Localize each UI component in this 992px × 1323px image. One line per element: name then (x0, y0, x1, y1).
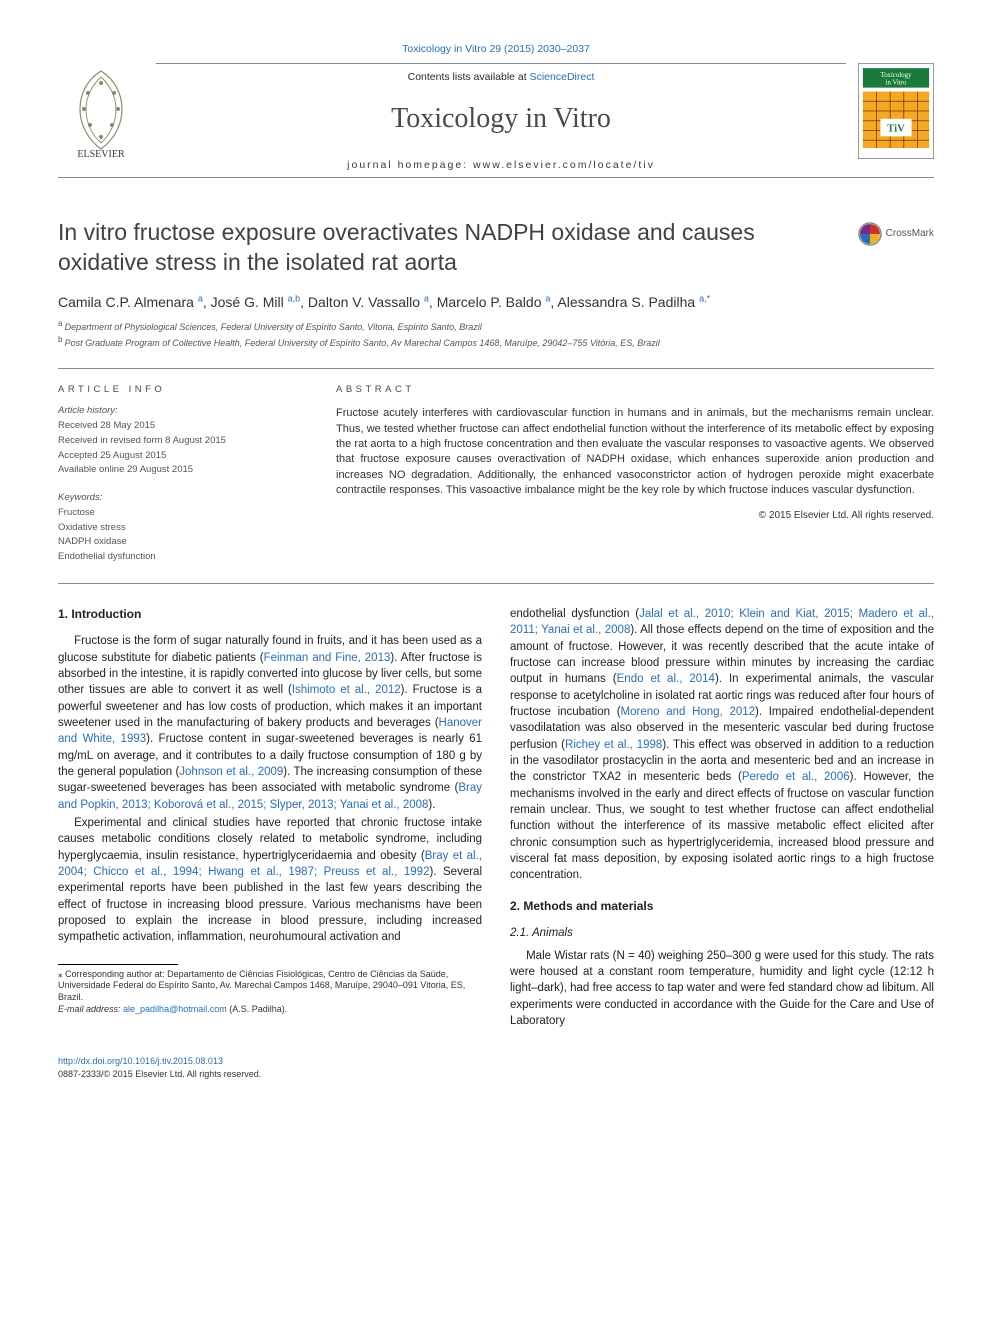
email-footnote: E-mail address: ale_padilha@hotmail.com … (58, 1004, 482, 1016)
citation-link[interactable]: Feinman and Fine, 2013 (264, 652, 391, 664)
sciencedirect-link[interactable]: ScienceDirect (530, 71, 595, 83)
email-link[interactable]: ale_padilha@hotmail.com (123, 1004, 227, 1014)
elsevier-logo: ELSEVIER (58, 63, 144, 159)
affiliations: a Department of Physiological Sciences, … (58, 318, 934, 349)
intro-para-2-continued: endothelial dysfunction (Jalal et al., 2… (510, 606, 934, 884)
journal-header: ELSEVIER Contents lists available at Sci… (58, 63, 934, 178)
citation-link[interactable]: Johnson et al., 2009 (179, 766, 283, 778)
corresponding-footnote: ⁎ Corresponding author at: Departamento … (58, 969, 482, 1004)
cover-abbrev: TiV (887, 123, 905, 135)
methods-heading: 2. Methods and materials (510, 898, 934, 915)
svg-text:ELSEVIER: ELSEVIER (77, 149, 125, 159)
author: Marcelo P. Baldo a (437, 294, 551, 310)
history-line: Received 28 May 2015 (58, 419, 310, 433)
cover-title-1: Toxicology (881, 72, 912, 79)
abstract-text: Fructose acutely interferes with cardiov… (336, 406, 934, 498)
author-affil-sup: a (198, 293, 203, 303)
text-run: Experimental and clinical studies have r… (58, 817, 482, 862)
abstract-block: abstract Fructose acutely interferes wit… (336, 383, 934, 565)
column-left: 1. Introduction Fructose is the form of … (58, 606, 482, 1031)
homepage-url[interactable]: www.elsevier.com/locate/tiv (473, 159, 655, 171)
issn-copyright: 0887-2333/© 2015 Elsevier Ltd. All right… (58, 1069, 261, 1079)
author-affil-sup: a (545, 293, 550, 303)
intro-para-2: Experimental and clinical studies have r… (58, 815, 482, 946)
article-title: In vitro fructose exposure overactivates… (58, 218, 768, 278)
email-person: (A.S. Padilha). (227, 1004, 288, 1014)
history-line: Accepted 25 August 2015 (58, 449, 310, 463)
keywords-heading: Keywords: (58, 491, 310, 505)
affiliation-line: b Post Graduate Program of Collective He… (58, 334, 934, 350)
keyword: NADPH oxidase (58, 535, 310, 549)
author-affil-sup: a,b (288, 293, 301, 303)
author-affil-sup: a, (699, 293, 707, 303)
corresponding-star: * (707, 293, 711, 303)
email-label: E-mail address: (58, 1004, 123, 1014)
page-root: Toxicology in Vitro 29 (2015) 2030–2037 … (0, 0, 992, 1111)
keyword: Endothelial dysfunction (58, 550, 310, 564)
keyword: Fructose (58, 506, 310, 520)
citation-link[interactable]: Ishimoto et al., 2012 (292, 684, 401, 696)
column-right: endothelial dysfunction (Jalal et al., 2… (510, 606, 934, 1031)
doi-link[interactable]: http://dx.doi.org/10.1016/j.tiv.2015.08.… (58, 1056, 223, 1066)
journal-cover-thumbnail: Toxicology in Vitro TiV (858, 63, 934, 159)
citation-link[interactable]: Endo et al., 2014 (617, 673, 715, 685)
contents-prefix: Contents lists available at (408, 71, 530, 83)
keyword-lines: FructoseOxidative stressNADPH oxidaseEnd… (58, 506, 310, 564)
author: Camila C.P. Almenara a (58, 294, 203, 310)
article-info-heading: article info (58, 383, 310, 397)
author-list: Camila C.P. Almenara a, José G. Mill a,b… (58, 292, 934, 312)
affiliation-line: a Department of Physiological Sciences, … (58, 318, 934, 334)
abstract-heading: abstract (336, 383, 934, 397)
cover-title-2: in Vitro (886, 80, 907, 87)
journal-homepage: journal homepage: www.elsevier.com/locat… (156, 158, 846, 173)
keyword: Oxidative stress (58, 521, 310, 535)
animals-heading: 2.1. Animals (510, 925, 934, 942)
info-abstract-row: article info Article history: Received 2… (58, 368, 934, 584)
citation-link[interactable]: Moreno and Hong, 2012 (621, 706, 756, 718)
contents-line: Contents lists available at ScienceDirec… (156, 70, 846, 85)
crossmark-badge[interactable]: CrossMark (858, 222, 934, 246)
crossmark-label: CrossMark (886, 227, 934, 242)
crossmark-icon (858, 222, 882, 246)
animals-para: Male Wistar rats (N = 40) weighing 250–3… (510, 948, 934, 1030)
intro-heading: 1. Introduction (58, 606, 482, 623)
author: Dalton V. Vassallo a (308, 294, 429, 310)
author: José G. Mill a,b (211, 294, 301, 310)
top-citation: Toxicology in Vitro 29 (2015) 2030–2037 (58, 42, 934, 57)
history-lines: Received 28 May 2015Received in revised … (58, 419, 310, 477)
text-run: ). (428, 799, 435, 811)
author-affil-sup: a (424, 293, 429, 303)
citation-link[interactable]: Richey et al., 1998 (565, 739, 662, 751)
header-center: Contents lists available at ScienceDirec… (156, 63, 846, 173)
abstract-copyright: © 2015 Elsevier Ltd. All rights reserved… (336, 509, 934, 524)
history-heading: Article history: (58, 404, 310, 418)
body-columns: 1. Introduction Fructose is the form of … (58, 606, 934, 1031)
journal-title: Toxicology in Vitro (156, 99, 846, 140)
footnote-rule (58, 964, 178, 965)
bottom-bar: http://dx.doi.org/10.1016/j.tiv.2015.08.… (58, 1055, 934, 1081)
history-line: Received in revised form 8 August 2015 (58, 434, 310, 448)
article-header: CrossMark In vitro fructose exposure ove… (58, 218, 934, 349)
author: Alessandra S. Padilha a,* (557, 294, 710, 310)
homepage-label: journal homepage: (347, 159, 473, 171)
intro-para-1: Fructose is the form of sugar naturally … (58, 633, 482, 813)
citation-link[interactable]: Peredo et al., 2006 (742, 771, 850, 783)
history-line: Available online 29 August 2015 (58, 463, 310, 477)
text-run: endothelial dysfunction ( (510, 608, 639, 620)
text-run: ). However, the mechanisms involved in t… (510, 771, 934, 881)
article-info: article info Article history: Received 2… (58, 383, 310, 565)
